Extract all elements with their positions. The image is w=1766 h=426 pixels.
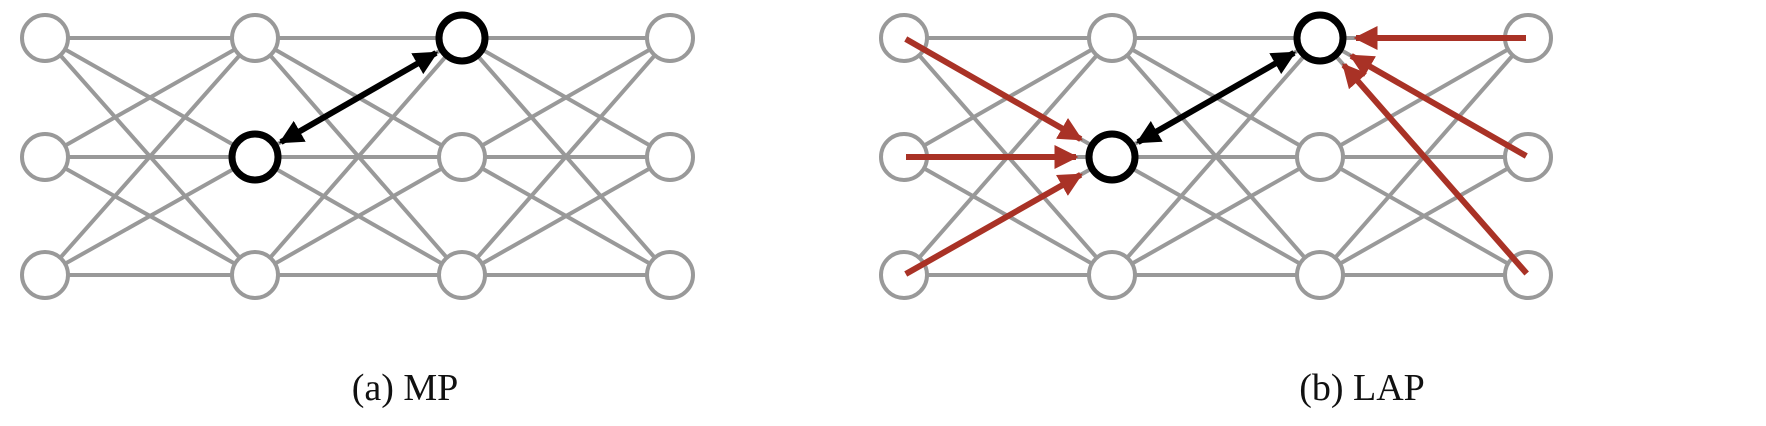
node <box>20 13 70 63</box>
edges-mp <box>43 36 672 277</box>
edge <box>43 36 257 277</box>
red-arrow <box>1341 63 1529 276</box>
black-arrow <box>278 50 439 145</box>
red-arrow <box>904 36 1083 142</box>
edge <box>460 36 672 277</box>
edge <box>254 155 463 277</box>
node <box>1295 132 1345 182</box>
caption-mp: (a) MP <box>352 367 459 409</box>
node <box>20 132 70 182</box>
highlighted-node <box>1293 11 1347 65</box>
node <box>1503 132 1553 182</box>
node <box>1087 13 1137 63</box>
node <box>1087 250 1137 300</box>
red-arrow <box>1349 53 1528 159</box>
arrows-lap <box>904 25 1529 277</box>
node <box>645 250 695 300</box>
red-arrow <box>904 172 1083 277</box>
black-arrow <box>1135 50 1297 145</box>
edge <box>44 36 256 159</box>
highlighted-node <box>228 130 282 184</box>
node <box>879 250 929 300</box>
edge <box>461 36 671 159</box>
edge <box>1111 155 1321 277</box>
node <box>645 13 695 63</box>
node <box>230 13 280 63</box>
node <box>20 250 70 300</box>
node <box>1295 250 1345 300</box>
nodes-lap <box>879 11 1553 300</box>
node <box>230 250 280 300</box>
nodes-mp <box>20 11 695 300</box>
node <box>879 13 929 63</box>
panel-lap: (b) LAP <box>879 11 1553 409</box>
highlighted-node <box>435 11 489 65</box>
edge <box>1319 155 1529 277</box>
arrows-mp <box>278 50 439 145</box>
node <box>437 132 487 182</box>
node <box>645 132 695 182</box>
highlighted-node <box>1085 130 1139 184</box>
node <box>437 250 487 300</box>
edge <box>44 155 256 277</box>
panel-mp: (a) MP <box>20 11 695 409</box>
caption-lap: (b) LAP <box>1299 367 1425 409</box>
edge <box>461 155 671 277</box>
